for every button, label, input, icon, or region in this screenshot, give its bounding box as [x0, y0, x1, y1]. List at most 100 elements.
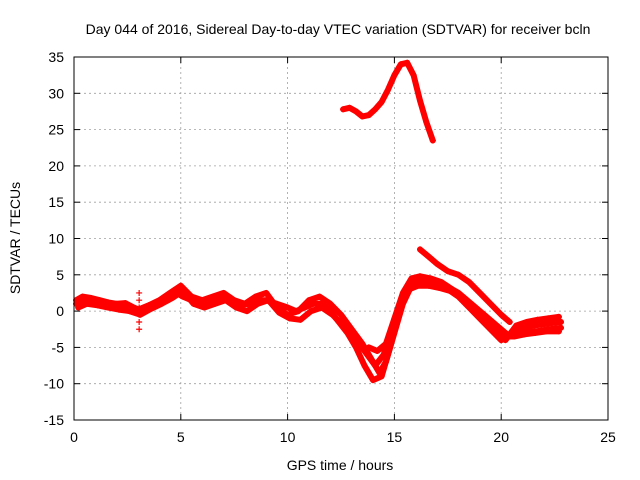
data-point — [136, 289, 143, 296]
y-tick-label: -15 — [44, 412, 64, 428]
data-point — [340, 322, 347, 329]
data-point — [201, 304, 208, 311]
series-line — [417, 246, 513, 325]
data-point — [350, 333, 357, 340]
data-point — [449, 286, 456, 293]
data-point — [466, 279, 473, 286]
data-point — [136, 304, 143, 311]
data-point — [365, 112, 372, 119]
data-point — [222, 297, 229, 304]
data-point — [284, 304, 291, 311]
y-tick-label: 20 — [48, 158, 64, 174]
data-point — [158, 300, 165, 307]
x-tick-label: 15 — [387, 429, 403, 445]
data-point — [286, 315, 293, 322]
data-point — [346, 104, 353, 111]
data-point — [487, 300, 494, 307]
data-point — [523, 318, 530, 325]
series-arc-5 — [417, 246, 513, 325]
data-point — [436, 284, 443, 291]
data-point — [265, 297, 272, 304]
data-point — [372, 362, 379, 369]
y-tick-label: 10 — [48, 231, 64, 247]
data-point — [380, 351, 387, 358]
data-point — [231, 297, 238, 304]
data-point — [513, 322, 520, 329]
data-point — [555, 328, 562, 335]
data-point — [384, 86, 391, 93]
series-arc-6 — [340, 59, 436, 144]
data-point — [417, 246, 424, 253]
data-point — [136, 326, 143, 333]
x-tick-label: 25 — [600, 429, 616, 445]
data-point — [115, 306, 122, 313]
x-tick-label: 0 — [70, 429, 78, 445]
y-tick-label: 35 — [48, 49, 64, 65]
data-point — [352, 344, 359, 351]
data-point — [327, 300, 334, 307]
data-point — [502, 337, 509, 344]
data-point — [329, 311, 336, 318]
data-point — [391, 72, 398, 79]
data-point — [423, 119, 430, 126]
data-point — [382, 340, 389, 347]
data-point — [297, 316, 304, 323]
series-spike — [136, 289, 143, 333]
data-point — [378, 99, 385, 106]
data-point — [434, 260, 441, 267]
data-point — [551, 319, 558, 326]
data-point — [94, 302, 101, 309]
data-point — [491, 329, 498, 336]
data-point — [481, 318, 488, 325]
x-tick-label: 10 — [280, 429, 296, 445]
data-point — [177, 282, 184, 289]
data-point — [425, 253, 432, 260]
data-point — [167, 289, 174, 296]
data-point — [532, 329, 539, 336]
data-point — [534, 316, 541, 323]
y-tick-label: 30 — [48, 85, 64, 101]
data-point — [233, 304, 240, 311]
data-point — [374, 348, 381, 355]
data-point — [263, 289, 270, 296]
data-point — [126, 308, 133, 315]
data-point — [136, 318, 143, 325]
data-point — [521, 331, 528, 338]
data-point — [254, 300, 261, 307]
series-line — [365, 273, 562, 354]
y-tick-label: -5 — [52, 339, 65, 355]
data-point — [338, 311, 344, 318]
y-tick-label: 0 — [56, 303, 64, 319]
data-point — [545, 315, 552, 322]
data-point — [455, 271, 462, 278]
data-point — [136, 311, 143, 318]
data-point — [305, 297, 312, 304]
data-point — [438, 279, 445, 286]
data-point — [105, 304, 112, 311]
x-tick-label: 5 — [177, 429, 185, 445]
data-point — [179, 287, 186, 294]
data-point — [417, 273, 424, 280]
data-point — [359, 113, 366, 120]
data-point — [408, 275, 415, 282]
data-point — [370, 377, 377, 384]
data-point — [493, 322, 500, 329]
data-point — [308, 308, 315, 315]
data-point — [404, 59, 411, 66]
data-point — [295, 308, 302, 315]
data-point — [429, 137, 436, 144]
data-point — [340, 106, 347, 113]
data-point — [391, 315, 398, 322]
data-point — [470, 308, 477, 315]
data-point — [199, 297, 206, 304]
data-point — [276, 309, 283, 316]
data-point — [506, 318, 513, 325]
y-tick-label: 25 — [48, 122, 64, 138]
data-point — [382, 358, 389, 365]
series-arc-4 — [365, 273, 562, 355]
data-point — [318, 304, 325, 311]
data-point — [136, 297, 143, 304]
data-point — [399, 289, 406, 296]
data-point — [444, 268, 451, 275]
